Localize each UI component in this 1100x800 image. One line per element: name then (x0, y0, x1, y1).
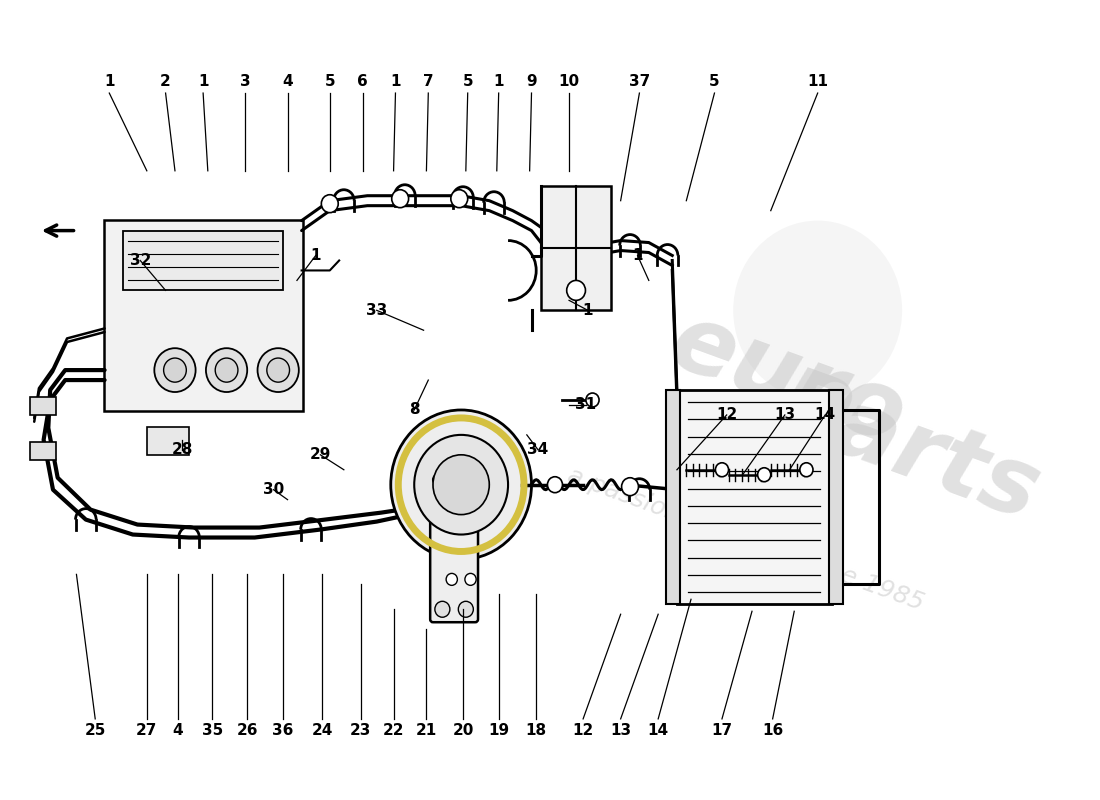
Text: 14: 14 (648, 723, 669, 738)
Text: 4: 4 (173, 723, 183, 738)
Text: 31: 31 (575, 398, 596, 413)
Circle shape (434, 602, 450, 618)
Circle shape (267, 358, 289, 382)
Circle shape (459, 602, 473, 618)
Text: 30: 30 (263, 482, 284, 497)
Text: 29: 29 (310, 447, 331, 462)
Text: 10: 10 (559, 74, 580, 89)
Text: euro: euro (658, 295, 917, 465)
Bar (666, 390, 680, 604)
Text: 27: 27 (136, 723, 157, 738)
Circle shape (548, 477, 562, 493)
Text: 37: 37 (629, 74, 650, 89)
Circle shape (321, 194, 338, 213)
Circle shape (451, 190, 468, 208)
Circle shape (206, 348, 248, 392)
Text: 1: 1 (390, 74, 400, 89)
Text: 5: 5 (324, 74, 336, 89)
Text: 5: 5 (710, 74, 719, 89)
Text: 32: 32 (130, 253, 151, 268)
Bar (676, 390, 832, 604)
Text: 12: 12 (572, 723, 594, 738)
Text: 1: 1 (310, 248, 321, 263)
Bar (541, 186, 612, 310)
Text: 2: 2 (161, 74, 170, 89)
Circle shape (734, 221, 902, 400)
Text: 1: 1 (198, 74, 208, 89)
Text: 19: 19 (488, 723, 509, 738)
Circle shape (216, 358, 238, 382)
Text: 36: 36 (272, 723, 294, 738)
Text: 9: 9 (526, 74, 537, 89)
Text: 16: 16 (762, 723, 783, 738)
Circle shape (164, 358, 186, 382)
Bar (447, 545, 475, 559)
Circle shape (154, 348, 196, 392)
Text: 33: 33 (366, 303, 387, 318)
Circle shape (433, 455, 490, 514)
Text: 11: 11 (807, 74, 828, 89)
Text: 12: 12 (716, 407, 737, 422)
Text: 34: 34 (528, 442, 549, 458)
FancyBboxPatch shape (103, 220, 302, 411)
Circle shape (415, 435, 508, 534)
Circle shape (758, 468, 771, 482)
Text: 26: 26 (236, 723, 258, 738)
Bar (146, 427, 189, 455)
Text: 35: 35 (202, 723, 223, 738)
Text: 1: 1 (494, 74, 504, 89)
Circle shape (621, 478, 638, 496)
Text: 5: 5 (462, 74, 473, 89)
Text: 1: 1 (104, 74, 114, 89)
Bar (123, 230, 283, 290)
Text: 8: 8 (409, 402, 419, 418)
Text: 3: 3 (240, 74, 251, 89)
Text: 20: 20 (452, 723, 474, 738)
Text: 13: 13 (774, 407, 795, 422)
Bar (829, 390, 843, 604)
Circle shape (800, 462, 813, 477)
Text: a passion for parts since 1985: a passion for parts since 1985 (564, 464, 927, 615)
Text: 18: 18 (526, 723, 547, 738)
Ellipse shape (433, 470, 475, 490)
Bar (30, 397, 56, 415)
Text: 25: 25 (85, 723, 106, 738)
Text: 4: 4 (283, 74, 293, 89)
Text: 17: 17 (712, 723, 733, 738)
Text: 13: 13 (610, 723, 631, 738)
Text: 21: 21 (416, 723, 437, 738)
Circle shape (390, 410, 531, 559)
Text: 7: 7 (424, 74, 433, 89)
Text: Parts: Parts (761, 359, 1052, 540)
Circle shape (447, 574, 458, 586)
Text: 24: 24 (311, 723, 333, 738)
Circle shape (257, 348, 299, 392)
Bar (30, 442, 56, 460)
Text: 23: 23 (350, 723, 372, 738)
Text: 22: 22 (383, 723, 405, 738)
Circle shape (586, 393, 600, 407)
Text: 6: 6 (358, 74, 368, 89)
FancyBboxPatch shape (430, 477, 478, 622)
Circle shape (465, 574, 476, 586)
Circle shape (392, 190, 408, 208)
Text: 14: 14 (815, 407, 836, 422)
Text: 1: 1 (632, 248, 642, 263)
Text: 28: 28 (172, 442, 194, 458)
Circle shape (566, 281, 585, 300)
Circle shape (715, 462, 728, 477)
Text: 1: 1 (583, 303, 593, 318)
